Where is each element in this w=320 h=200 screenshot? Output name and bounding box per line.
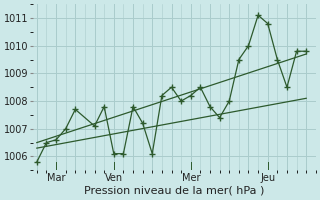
X-axis label: Pression niveau de la mer( hPa ): Pression niveau de la mer( hPa ): [84, 186, 265, 196]
